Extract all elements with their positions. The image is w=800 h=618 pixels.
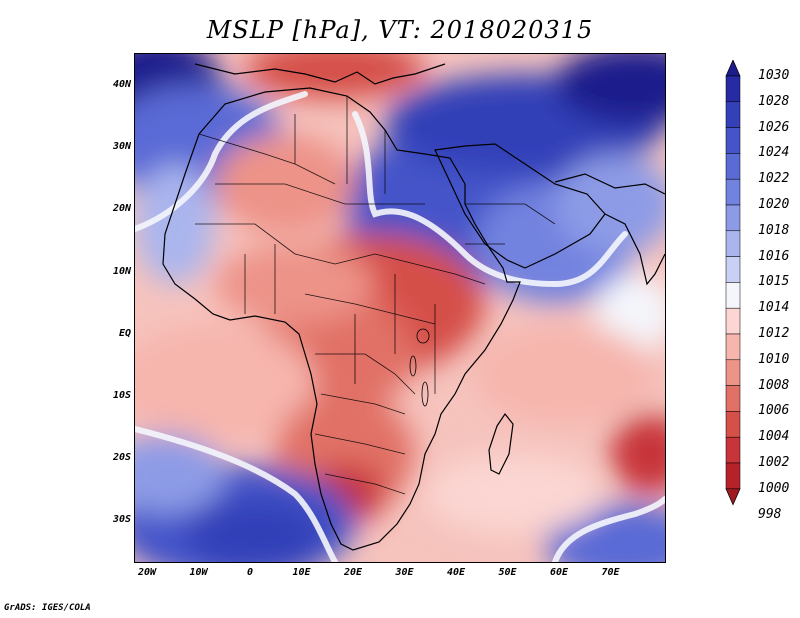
colorbar-label: 1008 (758, 377, 790, 393)
lon-label: 70E (601, 567, 620, 578)
colorbar-label: 1010 (758, 351, 790, 367)
country-borders (195, 96, 556, 495)
pressure-field-map (135, 54, 665, 562)
colorbar-swatch (725, 153, 741, 180)
colorbar-swatch (725, 101, 741, 128)
lon-label: 0 (246, 567, 254, 578)
lon-label: 60E (549, 567, 569, 578)
lon-label: 20W (137, 567, 157, 578)
colorbar-label: 1012 (758, 326, 790, 341)
colorbar-swatch (725, 230, 741, 257)
colorbar-label: 1024 (758, 145, 790, 161)
colorbar-arrow-bottom (725, 488, 741, 506)
lat-label: 20N (112, 203, 131, 215)
lakes (409, 328, 430, 407)
map-panel (135, 54, 665, 562)
colorbar-swatch (725, 333, 741, 361)
colorbar-label: 1020 (758, 197, 790, 212)
colorbar-swatch (725, 282, 741, 309)
chart-title: MSLP [hPa], VT: 2018020315 (206, 16, 594, 44)
lat-label: 30S (112, 514, 131, 526)
colorbar-label: 1030 (758, 68, 790, 83)
lon-label: 50E (498, 567, 517, 578)
colorbar-label: 1015 (758, 274, 790, 290)
colorbar-label: 1004 (758, 429, 790, 445)
colorbar-swatch (725, 359, 741, 386)
lat-label: 20S (112, 452, 131, 464)
grads-credit: GrADS: IGES/COLA (4, 603, 91, 613)
colorbar-swatch (725, 411, 741, 438)
colorbar-swatch (725, 385, 741, 412)
colorbar-swatch (725, 436, 741, 464)
colorbar-label: 1016 (758, 248, 790, 264)
colorbar-label: 1026 (758, 119, 790, 135)
colorbar-label: 1028 (758, 93, 790, 109)
colorbar (725, 60, 741, 506)
colorbar-label: 1014 (758, 300, 790, 316)
colorbar-arrow-top (725, 60, 741, 77)
colorbar-label: 1018 (758, 222, 790, 238)
colorbar-label: 998 (758, 506, 782, 522)
lon-label: 30E (395, 567, 414, 578)
lon-label: 10E (292, 567, 311, 578)
colorbar-swatch (725, 204, 741, 232)
lat-label: 10S (112, 390, 131, 401)
lat-label: EQ (118, 327, 131, 339)
colorbar-swatch (725, 256, 741, 283)
colorbar-swatch (725, 462, 741, 490)
colorbar-label: 1006 (758, 403, 790, 419)
colorbar-label: 1022 (758, 171, 790, 187)
colorbar-swatch (725, 307, 741, 335)
lon-label: 10W (189, 567, 208, 578)
coastlines (162, 63, 665, 551)
colorbar-swatch (725, 178, 741, 206)
colorbar-label: 1002 (758, 455, 790, 470)
lat-label: 30N (112, 141, 131, 153)
lon-label: 40E (446, 567, 466, 578)
colorbar-label: 1000 (758, 480, 790, 496)
colorbar-swatch (725, 127, 741, 154)
lon-label: 20E (343, 567, 363, 578)
isobar-1014-band (135, 91, 665, 562)
lat-label: 10N (112, 265, 131, 277)
colorbar-swatch (725, 75, 741, 103)
field-shading (135, 54, 665, 562)
lat-label: 40N (112, 79, 131, 90)
